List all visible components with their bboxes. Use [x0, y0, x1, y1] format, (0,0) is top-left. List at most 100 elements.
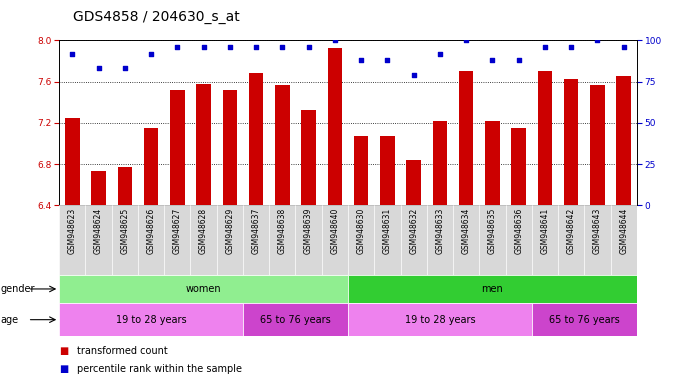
Point [198, 44, 209, 50]
Bar [328, 48, 342, 205]
Point [303, 44, 314, 50]
Point [434, 50, 445, 56]
Bar [170, 90, 184, 205]
Bar [354, 136, 368, 205]
Text: GSM948643: GSM948643 [593, 207, 602, 254]
Text: age: age [1, 314, 19, 325]
Bar [406, 160, 421, 205]
Bar [86, 205, 111, 275]
Bar [275, 85, 290, 205]
Text: 65 to 76 years: 65 to 76 years [260, 314, 331, 325]
Text: GSM948641: GSM948641 [540, 207, 549, 254]
Bar [564, 78, 578, 205]
Point [513, 57, 524, 63]
Point [408, 72, 419, 78]
Text: GSM948639: GSM948639 [304, 207, 313, 254]
Bar [296, 205, 322, 275]
Bar [348, 303, 532, 336]
Bar [585, 205, 610, 275]
Text: GSM948623: GSM948623 [68, 207, 77, 254]
Text: men: men [482, 284, 503, 294]
Bar [59, 303, 243, 336]
Point [592, 37, 603, 43]
Bar [243, 303, 348, 336]
Point [329, 37, 340, 43]
Bar [138, 205, 164, 275]
Text: 19 to 28 years: 19 to 28 years [116, 314, 187, 325]
Point [618, 44, 629, 50]
Bar [223, 90, 237, 205]
Bar [374, 205, 400, 275]
Bar [512, 128, 526, 205]
Text: GSM948632: GSM948632 [409, 207, 418, 254]
Bar [118, 167, 132, 205]
Bar [480, 205, 505, 275]
Text: GSM948628: GSM948628 [199, 207, 208, 254]
Text: GSM948635: GSM948635 [488, 207, 497, 254]
Text: GSM948638: GSM948638 [278, 207, 287, 254]
Point [172, 44, 183, 50]
Bar [348, 205, 374, 275]
Bar [538, 71, 552, 205]
Bar [617, 76, 631, 205]
Point [277, 44, 288, 50]
Bar [164, 205, 191, 275]
Bar [301, 111, 316, 205]
Point [224, 44, 235, 50]
Text: GSM948625: GSM948625 [120, 207, 129, 254]
Point [539, 44, 551, 50]
Bar [59, 275, 348, 303]
Bar [348, 275, 637, 303]
Point [251, 44, 262, 50]
Bar [196, 84, 211, 205]
Text: GSM948637: GSM948637 [251, 207, 260, 254]
Text: ■: ■ [59, 346, 68, 356]
Text: 19 to 28 years: 19 to 28 years [404, 314, 475, 325]
Text: GSM948642: GSM948642 [567, 207, 576, 254]
Bar [453, 205, 480, 275]
Bar [558, 205, 585, 275]
Bar [59, 205, 86, 275]
Text: GSM948624: GSM948624 [94, 207, 103, 254]
Text: GSM948626: GSM948626 [147, 207, 156, 254]
Bar [191, 205, 216, 275]
Text: GDS4858 / 204630_s_at: GDS4858 / 204630_s_at [73, 10, 240, 23]
Bar [532, 205, 558, 275]
Text: ■: ■ [59, 364, 68, 374]
Bar [216, 205, 243, 275]
Bar [269, 205, 296, 275]
Bar [459, 71, 473, 205]
Text: GSM948627: GSM948627 [173, 207, 182, 254]
Text: percentile rank within the sample: percentile rank within the sample [77, 364, 242, 374]
Point [356, 57, 367, 63]
Text: GSM948630: GSM948630 [356, 207, 365, 254]
Text: GSM948644: GSM948644 [619, 207, 628, 254]
Bar [144, 128, 158, 205]
Point [93, 65, 104, 71]
Bar [532, 303, 637, 336]
Bar [400, 205, 427, 275]
Bar [65, 118, 79, 205]
Text: GSM948633: GSM948633 [436, 207, 445, 254]
Text: women: women [186, 284, 221, 294]
Bar [427, 205, 453, 275]
Text: GSM948634: GSM948634 [461, 207, 470, 254]
Text: transformed count: transformed count [77, 346, 167, 356]
Bar [111, 205, 138, 275]
Point [461, 37, 472, 43]
Bar [249, 73, 263, 205]
Bar [610, 205, 637, 275]
Bar [505, 205, 532, 275]
Point [67, 50, 78, 56]
Point [145, 50, 157, 56]
Bar [243, 205, 269, 275]
Point [566, 44, 577, 50]
Bar [590, 85, 605, 205]
Point [487, 57, 498, 63]
Text: gender: gender [1, 284, 35, 294]
Point [119, 65, 130, 71]
Text: GSM948640: GSM948640 [331, 207, 340, 254]
Text: GSM948631: GSM948631 [383, 207, 392, 254]
Text: GSM948629: GSM948629 [226, 207, 235, 254]
Point [382, 57, 393, 63]
